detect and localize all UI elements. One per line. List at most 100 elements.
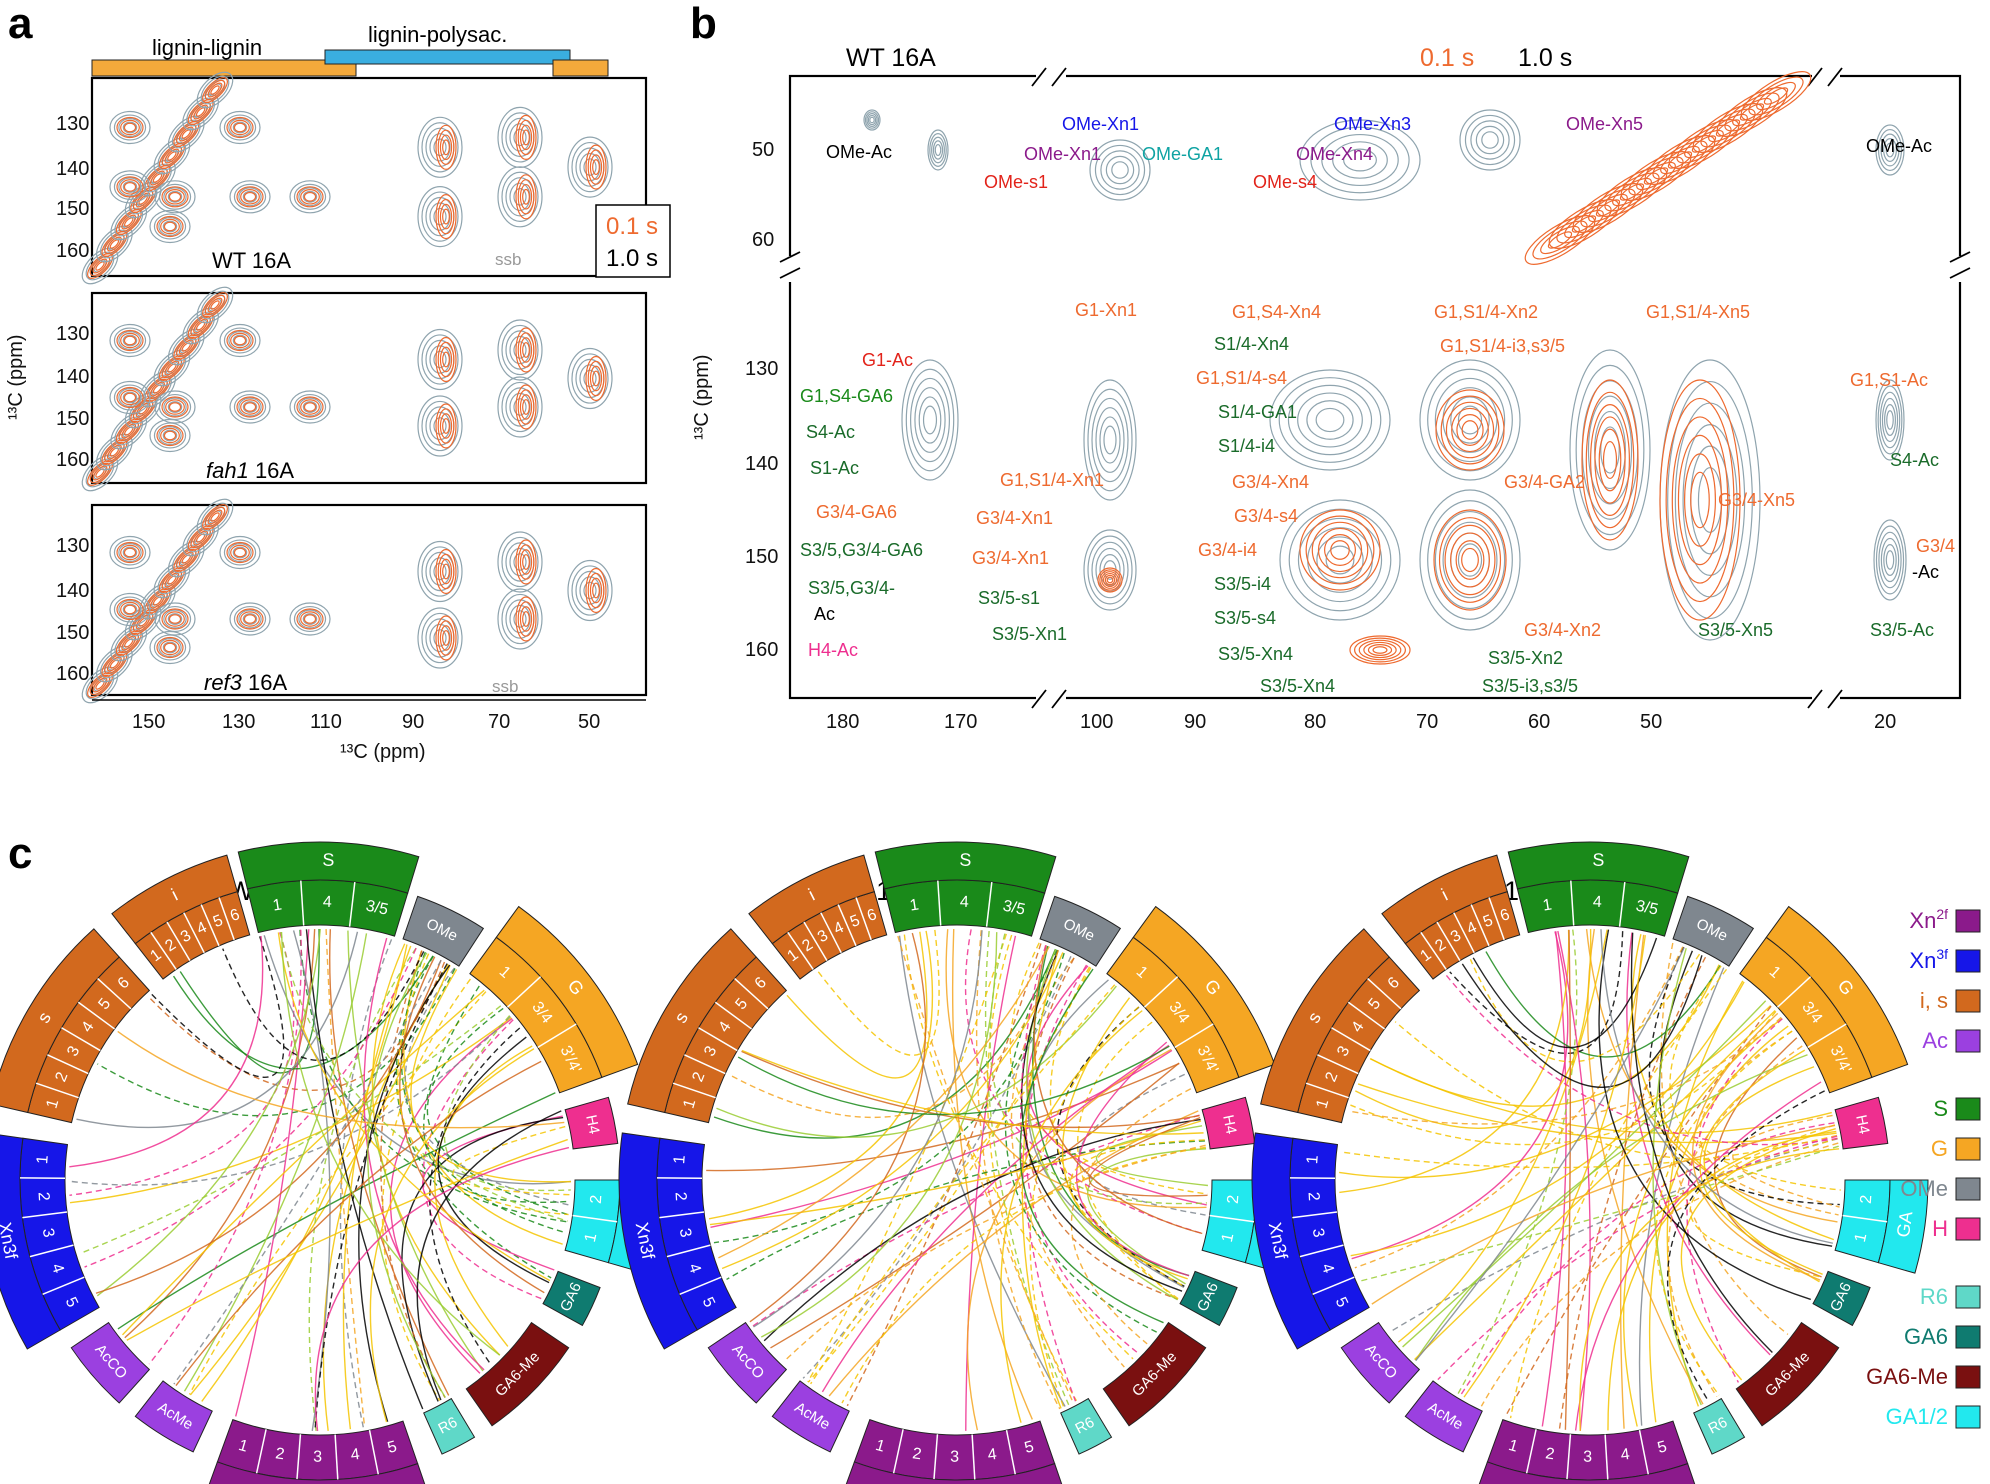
contour-line (509, 547, 531, 577)
panel-b-frame (788, 74, 1962, 700)
chord-link (339, 939, 393, 1428)
contour-line (109, 170, 151, 204)
annotation: S3/5-Xn4 (1218, 644, 1293, 664)
x-tick: 170 (944, 711, 977, 733)
contour-line (571, 353, 609, 404)
chord-link (342, 945, 412, 1430)
contour-line (1682, 424, 1738, 576)
contour-line (1684, 453, 1716, 547)
ring-segment-g: 13/43'/4'G (1106, 905, 1276, 1094)
contour-line (439, 203, 453, 230)
contour-line (1332, 141, 1388, 179)
contour-line (161, 608, 189, 630)
chord-link (1652, 947, 1702, 1406)
chord-link (1579, 1148, 1840, 1431)
contour-line (1598, 428, 1622, 492)
contour-line (240, 611, 260, 627)
chord-link (84, 947, 417, 1268)
contour-line (515, 327, 537, 373)
contour-line (1569, 349, 1651, 551)
contour-line (1456, 414, 1484, 446)
legend-swatch (1955, 1097, 1981, 1121)
segment-arc (1693, 1397, 1746, 1455)
contour-line (585, 355, 607, 402)
contour-line (153, 561, 191, 599)
contour-line (296, 186, 324, 208)
annotation: S1/4-Xn4 (1214, 334, 1289, 354)
contour-line (193, 318, 209, 334)
segment-label: S (959, 850, 972, 870)
contour-line (517, 544, 535, 580)
x-tick: 180 (826, 711, 859, 733)
segment-arc (1179, 1270, 1238, 1327)
contour-line (583, 581, 597, 600)
chord-link (1077, 1021, 1178, 1301)
contour-line (437, 408, 455, 444)
contour-line (1671, 416, 1729, 584)
annotation: OMe-Xn4 (1296, 144, 1373, 164)
contour-line (1450, 532, 1490, 588)
chord-link (1607, 1130, 1837, 1431)
contour-line (515, 384, 537, 430)
contour-line (122, 391, 138, 404)
chord-link (807, 933, 1007, 1383)
contour-line (149, 418, 191, 453)
contour-line (298, 609, 322, 629)
contour-line (164, 148, 180, 164)
contour-line (167, 328, 205, 366)
contour-line (1885, 550, 1895, 570)
panel-c-letter: c (8, 829, 32, 878)
y-tick: 160 (56, 663, 89, 685)
contour-line (1756, 81, 1796, 111)
contour-line (1111, 161, 1129, 179)
ring-segment-xn2f: 54321Xn2f (1478, 1418, 1696, 1484)
contour-line (116, 116, 144, 139)
lignin-lignin-bar-right (552, 59, 609, 77)
contour-line (439, 346, 453, 373)
chord-link (1680, 1128, 1836, 1381)
contour-line (226, 116, 254, 139)
contour-line (1372, 646, 1388, 654)
panel-a: a lignin-lignin lignin-polysac. WT 16A s… (5, 0, 671, 763)
y-tick: 150 (56, 408, 89, 430)
annotation: S3/5-s1 (978, 588, 1040, 608)
contour-line (302, 401, 318, 413)
contour-line (592, 159, 600, 176)
segment-arc (1834, 1096, 1889, 1150)
legend-item: S (1933, 1096, 1981, 1121)
chord-link (786, 931, 928, 1079)
contour-line (116, 386, 144, 409)
contour-line (585, 567, 607, 614)
contour-line (226, 541, 254, 564)
x-tick: 50 (1640, 711, 1662, 733)
chord-link (1648, 946, 1840, 1206)
contour-line (1269, 369, 1391, 471)
contour-line (289, 602, 331, 636)
legend-item: R6 (1920, 1284, 1981, 1309)
ring-segment-xn2f: 54321Xn2f (208, 1418, 426, 1484)
ring-segment-xn2f: 54321Xn2f (845, 1418, 1063, 1484)
contour-line (1581, 379, 1639, 541)
x-tick: 90 (1184, 711, 1206, 733)
contour-line (165, 399, 185, 415)
annotation: G1,S1-Ac (1850, 370, 1928, 390)
contour-line (122, 603, 138, 616)
segment-arc (1102, 1321, 1207, 1427)
contour-line (156, 636, 184, 659)
legend-swatch (1955, 1029, 1981, 1053)
segment-label: S (322, 850, 335, 870)
chord-link (1339, 929, 1570, 1194)
segment-label: R6 (1072, 1414, 1097, 1438)
contour-line (1880, 537, 1900, 583)
chord-link (380, 950, 446, 1398)
contour-line (167, 401, 183, 413)
contour-line (1879, 391, 1901, 449)
legend-swatch (1955, 1137, 1981, 1161)
contour-line (1880, 133, 1900, 167)
panel-a-letter: a (8, 0, 33, 48)
segment-sub-label: 2 (911, 1445, 922, 1463)
chord-link (400, 951, 566, 1234)
segment-sub-label: 4 (350, 1446, 361, 1464)
contour-line (116, 329, 144, 352)
contour-line (240, 399, 260, 415)
